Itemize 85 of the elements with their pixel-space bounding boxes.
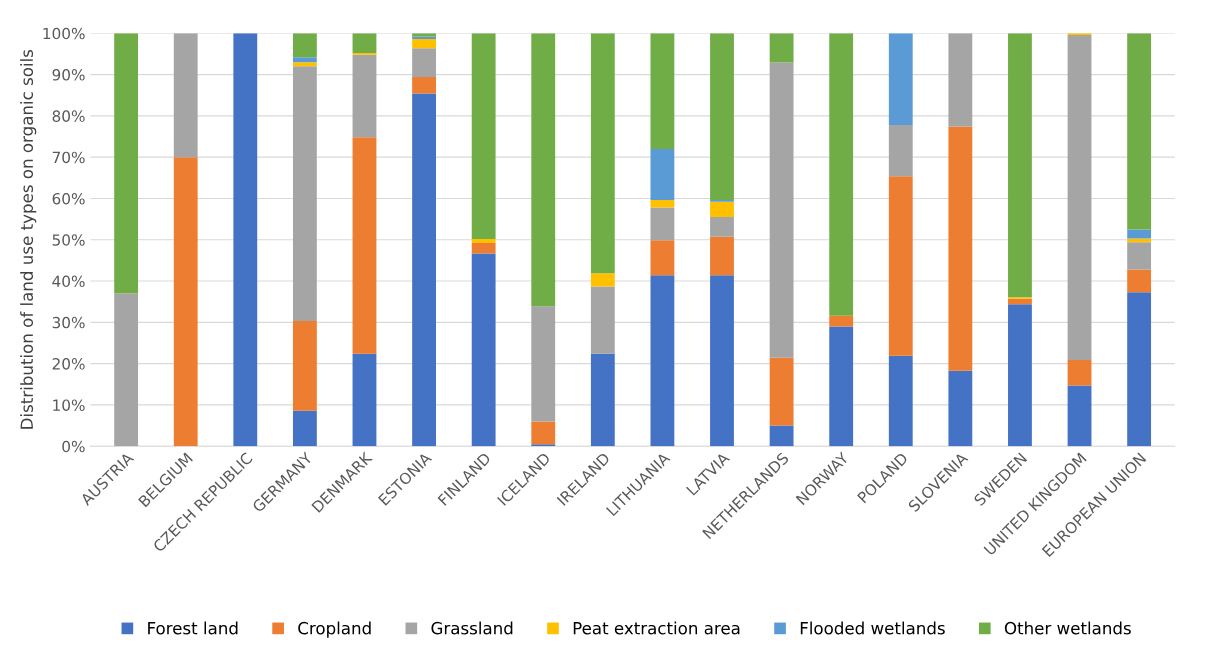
bar [710, 217, 734, 237]
bar [829, 33, 854, 316]
bar [471, 243, 496, 254]
bar [888, 176, 913, 356]
bar [292, 321, 317, 411]
bar [888, 124, 913, 177]
bar [292, 66, 317, 322]
bar [173, 33, 198, 158]
bar [948, 126, 973, 371]
bar [412, 39, 436, 49]
y-tick-label: 60% [52, 192, 85, 205]
bar [292, 33, 317, 58]
legend-label: Grassland [431, 621, 513, 635]
bar [292, 57, 317, 63]
y-tick-label: 20% [52, 358, 85, 370]
y-tick-label: 0% [62, 440, 85, 453]
bar [650, 275, 675, 447]
bar [471, 33, 496, 239]
bar [590, 286, 615, 354]
bar [471, 253, 496, 447]
bar [1127, 33, 1152, 230]
bar [1127, 242, 1152, 270]
bar [531, 33, 556, 307]
bar [352, 137, 377, 354]
legend-label: Other wetlands [1004, 621, 1131, 635]
bar [590, 273, 615, 287]
y-tick-label: 90% [52, 69, 85, 81]
bar [352, 54, 377, 138]
bar [948, 370, 973, 447]
bar [888, 33, 913, 125]
bar [710, 275, 734, 447]
y-tick-label: 40% [52, 275, 85, 288]
bar [114, 293, 139, 447]
bar [650, 200, 675, 208]
y-tick-label: 10% [53, 399, 85, 411]
bar [173, 157, 198, 447]
y-tick-label: 30% [52, 316, 85, 329]
bar [888, 355, 913, 447]
bar [412, 93, 436, 447]
bar [1008, 33, 1032, 298]
bar [1008, 304, 1032, 447]
bar [531, 421, 556, 445]
legend-label: Flooded wetlands [800, 621, 945, 635]
bar [769, 357, 794, 426]
bar [650, 207, 675, 241]
bar [769, 33, 794, 63]
bar [829, 315, 854, 327]
y-tick-label: 70% [52, 151, 85, 164]
y-tick-label: 80% [52, 110, 85, 122]
bar [412, 48, 436, 78]
bar [1127, 269, 1152, 293]
bar [1067, 359, 1092, 386]
bar [710, 201, 734, 218]
bar [1067, 385, 1092, 447]
bar [769, 425, 794, 447]
bar [531, 306, 556, 422]
legend-label: Peat extraction area [573, 621, 740, 635]
bar [1008, 298, 1032, 305]
bar [829, 326, 854, 447]
bar [710, 236, 734, 276]
bar [1127, 292, 1152, 447]
bar [114, 33, 139, 294]
bar [352, 33, 377, 54]
bar [531, 444, 556, 447]
bar [471, 238, 496, 244]
bar [650, 148, 675, 201]
legend-label: Forest land [148, 621, 238, 635]
y-tick-label: 100% [43, 27, 85, 40]
bar [769, 62, 794, 358]
bar [590, 353, 615, 447]
y-tick-label: 50% [52, 234, 85, 246]
bar [1067, 34, 1092, 360]
bar [352, 353, 377, 447]
bar [650, 240, 675, 276]
bar [710, 33, 734, 201]
y-axis-title: Distribution of land use types on organic soils [20, 49, 37, 429]
bar [1127, 229, 1152, 239]
bar [590, 33, 615, 274]
bar [948, 33, 973, 127]
bar [292, 62, 317, 67]
bar [412, 77, 436, 94]
bar [292, 410, 317, 447]
bar [233, 33, 258, 447]
bar [650, 33, 675, 149]
legend-label: Cropland [298, 621, 371, 638]
